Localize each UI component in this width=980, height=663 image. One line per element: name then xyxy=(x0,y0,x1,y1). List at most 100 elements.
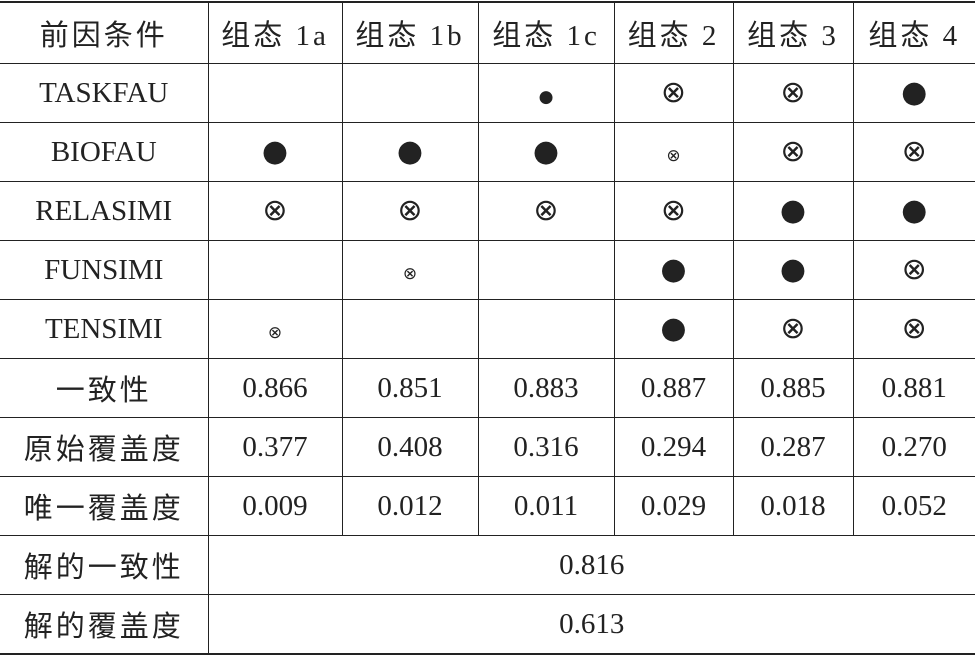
stat-value: 0.029 xyxy=(613,476,734,536)
symbol-cell: ⊗ xyxy=(852,299,975,359)
symbol: ⊗ xyxy=(262,192,288,228)
symbol: ⊗ xyxy=(660,192,687,228)
symbol: ● xyxy=(901,192,928,228)
symbol-cell: ⊗ xyxy=(613,181,734,241)
stat-value: 0.287 xyxy=(732,417,854,477)
header-cell: 组态 4 xyxy=(852,1,975,64)
symbol: ● xyxy=(660,310,687,346)
symbol: ● xyxy=(538,86,554,107)
symbol-cell: ● xyxy=(852,181,975,241)
symbol-cell: ⊗ xyxy=(732,299,854,359)
solution-row: 解的一致性 0.816 xyxy=(0,535,975,595)
symbol: ⊗ xyxy=(901,310,927,346)
solution-label: 解的覆盖度 xyxy=(0,594,209,655)
stat-value: 0.294 xyxy=(613,417,734,477)
symbol: ● xyxy=(901,74,928,110)
symbol-cell: ⊗ xyxy=(477,181,615,241)
symbol-cell: ⊗ xyxy=(613,122,734,182)
symbol-cell xyxy=(341,63,479,123)
stat-label: 唯一覆盖度 xyxy=(0,476,209,536)
symbol-cell xyxy=(207,240,343,300)
symbol-cell: ● xyxy=(613,240,734,300)
symbol: ⊗ xyxy=(533,192,559,228)
symbol-cell xyxy=(207,63,343,123)
stat-value: 0.270 xyxy=(852,417,975,477)
stat-value: 0.377 xyxy=(207,417,343,477)
symbol-cell xyxy=(477,299,615,359)
condition-row: BIOFAU ● ● ● ⊗ ⊗ ⊗ xyxy=(0,122,975,182)
symbol: ⊗ xyxy=(901,251,927,287)
symbol-cell: ● xyxy=(341,122,479,182)
stat-value: 0.052 xyxy=(852,476,975,536)
condition-label: BIOFAU xyxy=(0,122,209,182)
symbol: ● xyxy=(261,133,289,169)
stat-value: 0.851 xyxy=(341,358,479,418)
symbol: ⊗ xyxy=(666,145,681,166)
stat-label: 原始覆盖度 xyxy=(0,417,209,477)
symbol-cell: ⊗ xyxy=(732,63,854,123)
symbol-cell: ● xyxy=(732,240,854,300)
symbol: ⊗ xyxy=(402,263,418,284)
condition-row: TENSIMI ⊗ ● ⊗ ⊗ xyxy=(0,299,975,359)
condition-label: FUNSIMI xyxy=(0,240,209,300)
header-cell: 组态 1c xyxy=(477,1,615,64)
stat-row: 唯一覆盖度 0.009 0.012 0.011 0.029 0.018 0.052 xyxy=(0,476,975,536)
condition-row: TASKFAU ● ⊗ ⊗ ● xyxy=(0,63,975,123)
stat-value: 0.018 xyxy=(732,476,854,536)
header-cell: 前因条件 xyxy=(0,1,209,64)
condition-label: TENSIMI xyxy=(0,299,209,359)
symbol: ● xyxy=(779,251,807,287)
solution-row: 解的覆盖度 0.613 xyxy=(0,594,975,655)
symbol-cell: ⊗ xyxy=(613,63,734,123)
symbol-cell: ● xyxy=(852,63,975,123)
condition-row: RELASIMI ⊗ ⊗ ⊗ ⊗ ● ● xyxy=(0,181,975,241)
symbol-cell: ● xyxy=(732,181,854,241)
header-cell: 组态 1b xyxy=(341,1,479,64)
symbol: ● xyxy=(396,133,424,169)
stat-value: 0.316 xyxy=(477,417,615,477)
symbol: ● xyxy=(779,192,807,228)
stat-value: 0.011 xyxy=(477,476,615,536)
symbol: ● xyxy=(660,251,687,287)
symbol-cell: ⊗ xyxy=(207,181,343,241)
header-row: 前因条件 组态 1a 组态 1b 组态 1c 组态 2 组态 3 组态 4 xyxy=(0,1,975,64)
solution-value: 0.613 xyxy=(207,594,975,655)
symbol-cell xyxy=(477,240,615,300)
stat-row: 一致性 0.866 0.851 0.883 0.887 0.885 0.881 xyxy=(0,358,975,418)
symbol-cell: ● xyxy=(477,63,615,123)
symbol-cell: ● xyxy=(613,299,734,359)
symbol-cell: ● xyxy=(207,122,343,182)
symbol-cell: ● xyxy=(477,122,615,182)
stat-value: 0.881 xyxy=(852,358,975,418)
header-cell: 组态 1a xyxy=(207,1,343,64)
stat-value: 0.883 xyxy=(477,358,615,418)
solution-value: 0.816 xyxy=(207,535,975,595)
symbol: ⊗ xyxy=(267,322,283,343)
symbol-cell: ⊗ xyxy=(732,122,854,182)
symbol-cell: ⊗ xyxy=(341,181,479,241)
symbol: ⊗ xyxy=(780,133,806,169)
stat-value: 0.012 xyxy=(341,476,479,536)
symbol-cell: ⊗ xyxy=(852,240,975,300)
condition-label: RELASIMI xyxy=(0,181,209,241)
stat-value: 0.887 xyxy=(613,358,734,418)
header-cell: 组态 2 xyxy=(613,1,734,64)
solution-label: 解的一致性 xyxy=(0,535,209,595)
condition-row: FUNSIMI ⊗ ● ● ⊗ xyxy=(0,240,975,300)
stat-row: 原始覆盖度 0.377 0.408 0.316 0.294 0.287 0.270 xyxy=(0,417,975,477)
symbol: ⊗ xyxy=(780,74,806,110)
stat-value: 0.885 xyxy=(732,358,854,418)
symbol: ⊗ xyxy=(660,74,687,110)
condition-label: TASKFAU xyxy=(0,63,209,123)
symbol-cell xyxy=(341,299,479,359)
symbol: ● xyxy=(532,133,560,169)
symbol-cell: ⊗ xyxy=(207,299,343,359)
symbol: ⊗ xyxy=(901,133,927,169)
stat-value: 0.009 xyxy=(207,476,343,536)
symbol-cell: ⊗ xyxy=(341,240,479,300)
header-cell: 组态 3 xyxy=(732,1,854,64)
stat-label: 一致性 xyxy=(0,358,209,418)
